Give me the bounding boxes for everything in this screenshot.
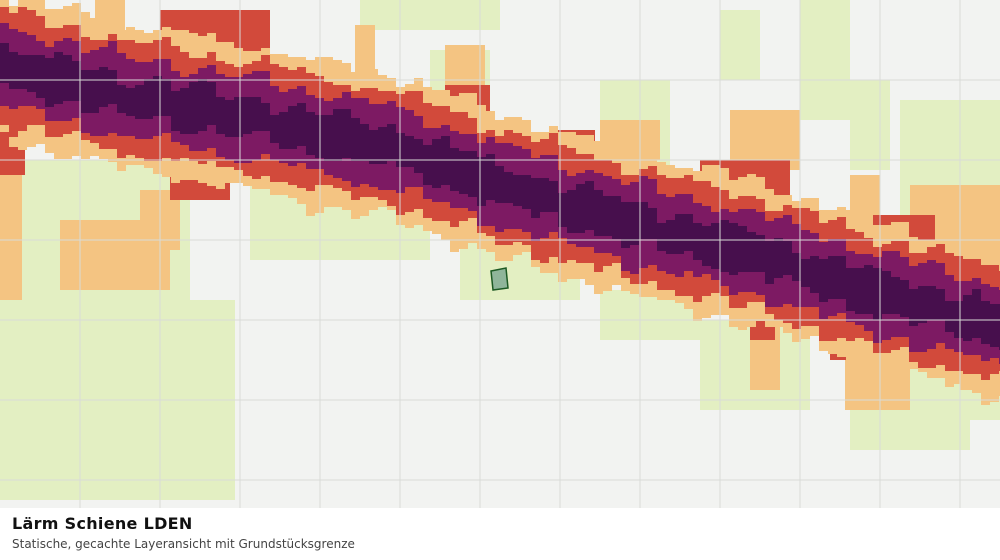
- zone-patch: [0, 170, 22, 300]
- noise-band: [0, 0, 1000, 405]
- map-subtitle: Statische, gecachte Layeransicht mit Gru…: [12, 537, 355, 551]
- zone-patch: [850, 80, 890, 170]
- map-title: Lärm Schiene LDEN: [12, 514, 193, 533]
- zone-patch: [360, 0, 500, 30]
- noise-level-zone: [0, 43, 1000, 350]
- parcel-boundary: [490, 267, 509, 291]
- zone-patch: [720, 10, 760, 80]
- caption-panel: Lärm Schiene LDEN Statische, gecachte La…: [0, 508, 1000, 560]
- zone-patch: [800, 0, 850, 120]
- map: [0, 0, 1000, 508]
- map-grid: [0, 0, 1000, 508]
- zone-patch: [850, 175, 880, 215]
